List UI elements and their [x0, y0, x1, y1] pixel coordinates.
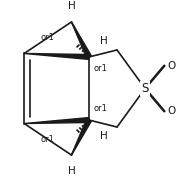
Polygon shape: [72, 119, 91, 155]
Text: or1: or1: [40, 33, 54, 42]
Text: O: O: [167, 106, 176, 116]
Text: H: H: [100, 36, 108, 46]
Text: H: H: [68, 166, 75, 176]
Polygon shape: [72, 22, 91, 58]
Text: or1: or1: [93, 104, 107, 113]
Text: H: H: [100, 131, 108, 141]
Text: or1: or1: [40, 135, 54, 144]
Polygon shape: [24, 118, 89, 124]
Polygon shape: [24, 53, 89, 59]
Text: O: O: [167, 61, 176, 71]
Text: H: H: [68, 1, 75, 11]
Text: S: S: [141, 82, 149, 95]
Text: or1: or1: [93, 64, 107, 73]
